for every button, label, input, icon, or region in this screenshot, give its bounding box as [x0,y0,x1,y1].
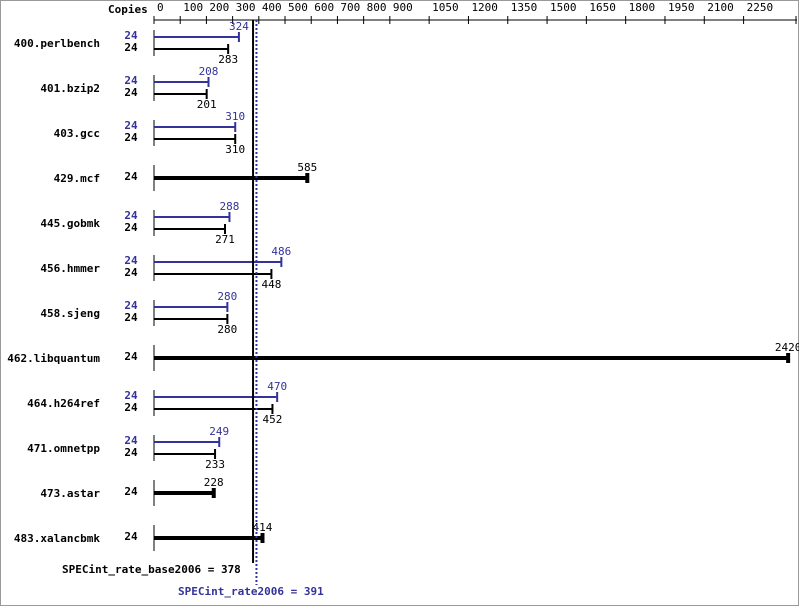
value-label: 470 [267,380,287,393]
value-label: 233 [205,458,225,471]
copies-label: 24 [124,311,138,324]
value-label: 280 [217,290,237,303]
value-label: 310 [225,143,245,156]
bar [154,212,231,222]
copies-label: 24 [124,119,138,132]
bar [154,224,227,234]
bar [154,32,240,42]
x-tick-label: 2250 [747,1,774,14]
bar [154,488,216,498]
value-label: 585 [297,161,317,174]
copies-label: 24 [124,266,138,279]
bar [154,89,208,99]
value-label: 486 [271,245,291,258]
category-label: 401.bzip2 [40,82,100,95]
value-label: 228 [204,476,224,489]
x-tick-label: 1800 [629,1,656,14]
reference-label: SPECint_rate_base2006 = 378 [62,563,241,576]
copies-label: 24 [124,209,138,222]
x-tick-label: 300 [236,1,256,14]
value-label: 249 [209,425,229,438]
bar [154,353,791,363]
bar [154,173,310,183]
value-label: 448 [261,278,281,291]
copies-label: 24 [124,29,138,42]
x-tick-label: 1950 [668,1,695,14]
x-tick-label: 400 [262,1,282,14]
copies-label: 24 [124,350,138,363]
value-label: 283 [218,53,238,66]
bar [154,257,283,267]
copies-label: 24 [124,299,138,312]
value-label: 2420 [775,341,799,354]
bar [154,122,237,132]
copies-label: 24 [124,485,138,498]
bar [154,302,229,312]
value-label: 324 [229,20,249,33]
category-label: 400.perlbench [14,37,100,50]
category-label: 445.gobmk [40,217,100,230]
category-label: 483.xalancbmk [14,532,100,545]
value-label: 271 [215,233,235,246]
copies-label: 24 [124,434,138,447]
x-tick-label: 2100 [707,1,734,14]
x-tick-label: 1350 [511,1,538,14]
x-tick-label: 200 [209,1,229,14]
copies-label: 24 [124,74,138,87]
category-label: 464.h264ref [27,397,100,410]
category-label: 473.astar [40,487,100,500]
category-label: 403.gcc [54,127,100,140]
x-tick-label: 1650 [589,1,616,14]
copies-header: Copies [108,3,148,16]
copies-label: 24 [124,401,138,414]
x-tick-label: 500 [288,1,308,14]
category-label: 471.omnetpp [27,442,100,455]
copies-label: 24 [124,170,138,183]
category-label: 458.sjeng [40,307,100,320]
value-label: 414 [253,521,273,534]
bar [154,437,221,447]
bar [154,269,273,279]
value-label: 208 [199,65,219,78]
category-label: 456.hmmer [40,262,100,275]
copies-label: 24 [124,389,138,402]
x-tick-label: 100 [183,1,203,14]
x-tick-label: 800 [367,1,387,14]
value-label: 310 [225,110,245,123]
bar [154,449,217,459]
value-label: 201 [197,98,217,111]
x-tick-label: 1500 [550,1,577,14]
x-tick-label: 0 [157,1,164,14]
copies-label: 24 [124,86,138,99]
copies-label: 24 [124,221,138,234]
copies-label: 24 [124,41,138,54]
copies-label: 24 [124,530,138,543]
bar [154,134,237,144]
x-tick-label: 700 [340,1,360,14]
x-tick-label: 1050 [432,1,459,14]
bar [154,77,210,87]
x-tick-label: 900 [393,1,413,14]
x-tick-label: 600 [314,1,334,14]
reference-label: SPECint_rate2006 = 391 [178,585,324,598]
value-label: 452 [263,413,283,426]
bar [154,44,230,54]
copies-label: 24 [124,131,138,144]
category-label: 462.libquantum [7,352,100,365]
x-tick-label: 1200 [471,1,498,14]
copies-label: 24 [124,254,138,267]
copies-label: 24 [124,446,138,459]
value-label: 280 [217,323,237,336]
bar [154,533,265,543]
bar [154,314,229,324]
category-label: 429.mcf [54,172,100,185]
value-label: 288 [220,200,240,213]
